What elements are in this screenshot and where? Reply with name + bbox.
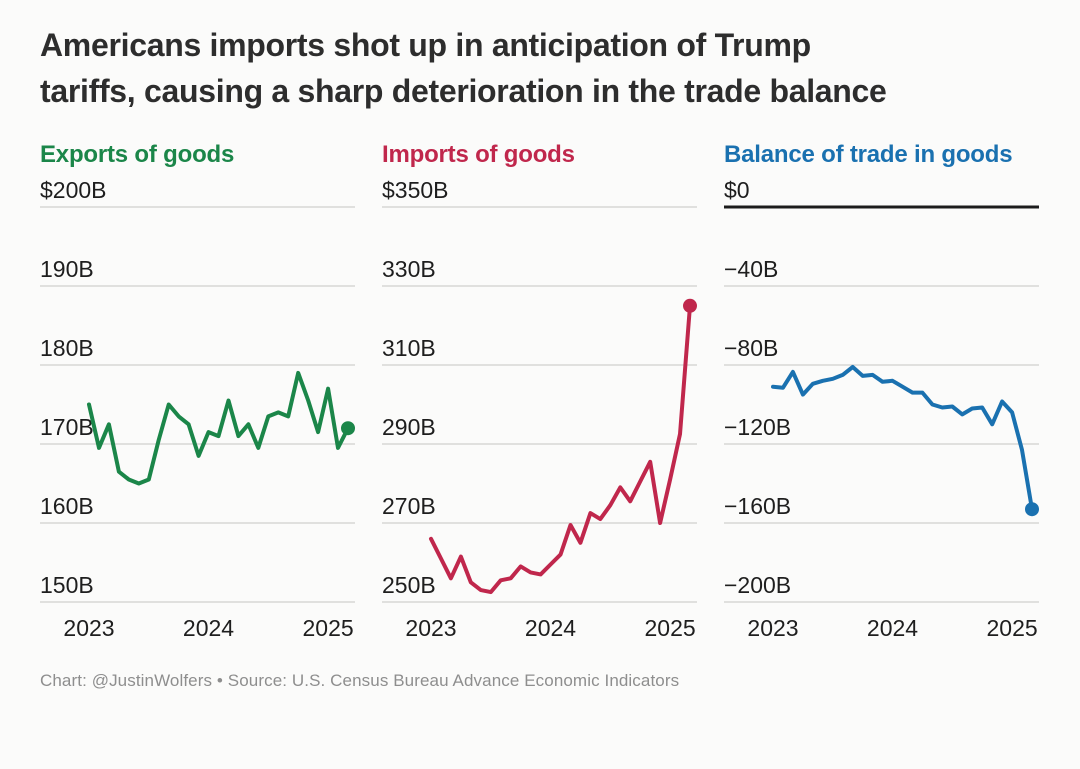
y-tick-label: $0: [724, 177, 750, 203]
last-point-dot: [1025, 502, 1039, 517]
panel-exports: Exports of goods $200B 190B 180B 170B 160B 15…: [40, 140, 355, 648]
y-tick-label: −200B: [724, 572, 791, 598]
y-tick-label: $350B: [382, 177, 449, 203]
imports-line-chart: $350B 330B 310B 290B 270B 250B 2023 2024 2025: [382, 177, 697, 641]
x-tick-label: 2023: [747, 615, 798, 641]
exports-line-chart: $200B 190B 180B 170B 160B 150B 2023 2024 2025: [40, 177, 355, 641]
panel-balance: Balance of trade in goods $0 −40B −80B −120…: [724, 140, 1039, 648]
x-tick-label: 2023: [63, 615, 114, 641]
y-tick-label: 190B: [40, 256, 94, 282]
y-tick-label: $200B: [40, 177, 107, 203]
figure-caption: Chart: @JustinWolfers • Source: U.S. Cen…: [40, 671, 680, 690]
x-tick-label: 2024: [525, 615, 576, 641]
figure-title: Americans imports shot up in anticipatio…: [40, 22, 887, 114]
title-line-2: tariffs, causing a sharp deterioration i…: [40, 73, 887, 109]
y-tick-label: −80B: [724, 335, 778, 361]
charts-row: Exports of goods $200B 190B 180B 170B 160B 15…: [40, 140, 1040, 648]
y-tick-label: 250B: [382, 572, 436, 598]
y-tick-label: −40B: [724, 256, 778, 282]
x-tick-label: 2025: [645, 615, 696, 641]
y-tick-label: 150B: [40, 572, 94, 598]
x-tick-label: 2023: [405, 615, 456, 641]
data-line: [87, 370, 350, 486]
y-tick-label: −120B: [724, 414, 791, 440]
last-point-dot: [683, 298, 697, 313]
x-tick-label: 2024: [183, 615, 234, 641]
y-tick-label: −160B: [724, 493, 791, 519]
x-tick-label: 2024: [867, 615, 918, 641]
data-line: [771, 365, 1034, 512]
panel-title-imports: Imports of goods: [382, 141, 575, 168]
x-tick-label: 2025: [987, 615, 1038, 641]
y-tick-label: 160B: [40, 493, 94, 519]
x-tick-label: 2025: [303, 615, 354, 641]
y-tick-label: 330B: [382, 256, 436, 282]
y-tick-label: 310B: [382, 335, 436, 361]
y-tick-label: 170B: [40, 414, 94, 440]
panel-title-balance: Balance of trade in goods: [724, 141, 1013, 168]
data-line: [429, 303, 692, 595]
y-tick-label: 180B: [40, 335, 94, 361]
panel-imports: Imports of goods $350B 330B 310B 290B 270B 25…: [382, 140, 697, 648]
last-point-dot: [341, 421, 355, 436]
balance-line-chart: $0 −40B −80B −120B −160B −200B 2023 2024 2025: [724, 177, 1039, 641]
title-line-1: Americans imports shot up in anticipatio…: [40, 27, 811, 63]
y-tick-label: 290B: [382, 414, 436, 440]
y-tick-label: 270B: [382, 493, 436, 519]
panel-title-exports: Exports of goods: [40, 141, 235, 168]
